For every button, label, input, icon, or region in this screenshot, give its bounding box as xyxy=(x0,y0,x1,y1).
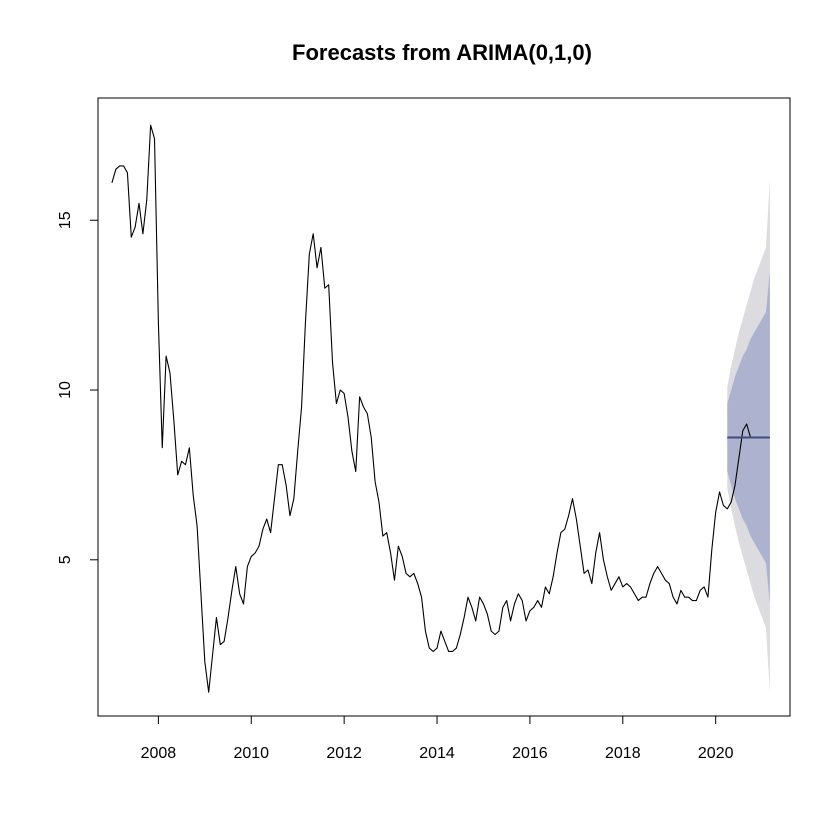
x-tick-label: 2020 xyxy=(698,745,734,762)
x-tick-label: 2014 xyxy=(419,745,455,762)
x-tick-label: 2008 xyxy=(141,745,177,762)
prediction-intervals xyxy=(727,179,770,693)
y-tick-label: 5 xyxy=(57,555,74,564)
y-tick-label: 10 xyxy=(57,381,74,399)
chart-title: Forecasts from ARIMA(0,1,0) xyxy=(292,40,592,65)
plot-frame xyxy=(97,97,791,717)
x-axis: 2008 2010 2012 2014 2016 2018 2020 xyxy=(141,715,734,762)
x-tick-label: 2012 xyxy=(326,745,362,762)
x-tick-label: 2018 xyxy=(605,745,641,762)
x-tick-label: 2010 xyxy=(233,745,269,762)
observed-series-line xyxy=(111,124,752,693)
series-lines xyxy=(111,124,770,693)
y-axis: 5 10 15 xyxy=(57,211,99,564)
x-tick-label: 2016 xyxy=(512,745,548,762)
y-tick-label: 15 xyxy=(57,211,74,229)
